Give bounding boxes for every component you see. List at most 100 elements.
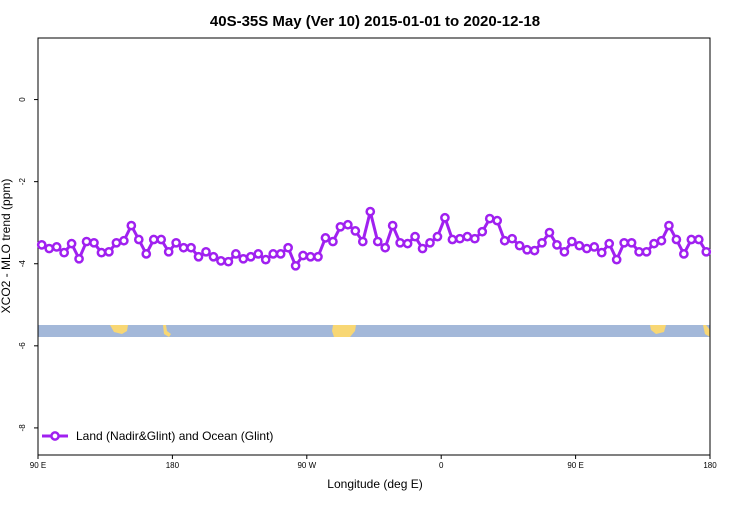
- map-strip: [38, 325, 710, 337]
- data-point: [469, 233, 480, 244]
- data-point: [51, 242, 62, 252]
- data-point: [440, 212, 450, 223]
- data-point: [656, 235, 667, 246]
- data-point: [537, 237, 547, 248]
- data-point: [492, 215, 503, 226]
- data-point: [275, 249, 286, 259]
- y-tick-label: -2: [18, 178, 27, 186]
- legend-label: Land (Nadir&Glint) and Ocean (Glint): [76, 429, 273, 443]
- data-point: [529, 245, 540, 256]
- x-tick-label: 90 E: [30, 461, 46, 470]
- data-point: [141, 249, 152, 259]
- data-point: [552, 240, 562, 250]
- data-point: [298, 250, 308, 261]
- x-tick-label: 180: [166, 461, 180, 470]
- data-point: [186, 242, 196, 253]
- data-point: [522, 244, 532, 255]
- data-point: [328, 236, 338, 247]
- data-point: [133, 234, 144, 245]
- data-point: [36, 240, 47, 250]
- data-point: [462, 231, 473, 242]
- data-point: [74, 253, 84, 264]
- data-point: [283, 242, 293, 253]
- data-point: [81, 236, 92, 247]
- data-point: [664, 220, 674, 231]
- data-point: [216, 256, 226, 266]
- data-point: [96, 247, 107, 258]
- y-tick-label: -8: [18, 424, 27, 432]
- data-point: [387, 220, 398, 231]
- data-point: [477, 226, 488, 237]
- data-point: [484, 213, 495, 224]
- data-point: [425, 237, 435, 248]
- data-point: [417, 243, 428, 254]
- data-point: [260, 254, 271, 265]
- land: [650, 325, 666, 334]
- data-point: [171, 237, 181, 248]
- data-point: [268, 249, 279, 259]
- data-point: [626, 237, 637, 248]
- y-axis-label: XCO2 - MLO trend (ppm): [0, 179, 13, 314]
- data-point: [231, 249, 241, 259]
- data-point: [201, 246, 211, 257]
- data-point: [649, 238, 659, 249]
- y-tick-label: 0: [18, 97, 27, 102]
- data-point: [611, 254, 622, 265]
- data-point: [432, 231, 443, 242]
- data-point: [253, 249, 264, 259]
- data-point: [350, 226, 361, 236]
- data-point: [335, 221, 346, 232]
- data-point: [343, 219, 353, 230]
- land: [332, 325, 356, 337]
- data-point: [59, 247, 69, 258]
- legend-marker: [50, 431, 60, 441]
- data-point: [193, 251, 204, 262]
- data-point: [238, 253, 249, 264]
- data-point: [372, 236, 383, 247]
- data-point: [641, 246, 652, 257]
- data-point: [596, 247, 607, 258]
- data-point: [402, 238, 413, 249]
- data-point: [119, 235, 129, 246]
- data-point: [320, 233, 331, 243]
- data-point: [671, 234, 682, 245]
- data-point: [604, 238, 615, 249]
- land: [703, 325, 710, 337]
- x-tick-label: 90 W: [297, 461, 316, 470]
- data-point: [365, 206, 376, 217]
- data-point: [223, 256, 234, 267]
- land: [110, 325, 128, 334]
- data-point: [357, 236, 368, 247]
- data-point: [89, 237, 99, 248]
- data-point: [701, 246, 712, 257]
- data-point: [380, 242, 391, 253]
- data-point: [156, 234, 167, 245]
- data-point: [290, 260, 301, 271]
- data-point: [104, 246, 114, 257]
- data-point: [619, 237, 629, 248]
- y-tick-label: -6: [18, 342, 27, 350]
- data-point: [208, 251, 219, 262]
- data-point: [410, 231, 420, 242]
- data-point: [313, 251, 323, 262]
- x-tick-label: 0: [439, 461, 444, 470]
- data-point: [514, 240, 525, 251]
- data-point: [111, 237, 122, 248]
- data-point: [305, 251, 316, 262]
- data-point: [634, 246, 644, 257]
- x-axis-label: Longitude (deg E): [327, 477, 422, 491]
- data-point: [455, 233, 465, 244]
- data-point: [447, 234, 458, 245]
- data-point: [581, 243, 592, 254]
- data-point: [126, 220, 137, 231]
- chart-title: 40S-35S May (Ver 10) 2015-01-01 to 2020-…: [210, 13, 540, 30]
- data-point: [148, 234, 159, 245]
- data-point: [567, 236, 577, 247]
- data-point: [544, 227, 555, 238]
- data-point: [574, 240, 585, 251]
- data-point: [499, 235, 510, 246]
- data-point: [395, 237, 405, 248]
- data-point: [559, 246, 570, 257]
- data-point: [686, 234, 697, 245]
- data-point: [44, 243, 55, 254]
